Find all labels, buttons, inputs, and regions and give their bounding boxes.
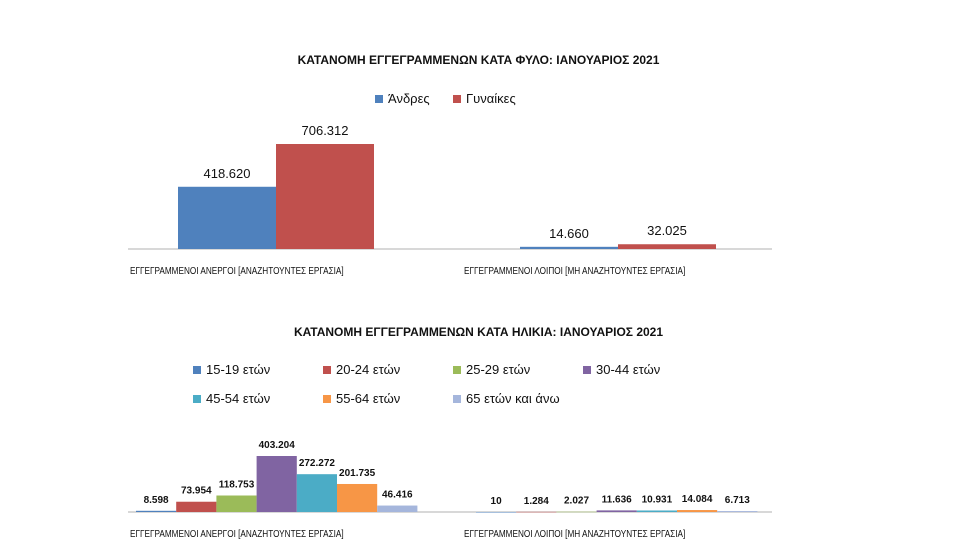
chart1-legend-gynaikes: Γυναίκες	[453, 91, 516, 106]
chart2-bar	[556, 511, 597, 513]
chart1-legend-andres: Άνδρες	[375, 91, 430, 106]
chart2-data-label: 10.931	[642, 494, 673, 505]
chart2-legend-item: 45-54 ετών	[193, 391, 270, 406]
chart2-legend-swatch	[193, 365, 201, 374]
chart2-legend-item: 25-29 ετών	[453, 362, 530, 377]
chart2-bar	[476, 511, 517, 513]
chart2-bar	[256, 456, 297, 512]
chart1-data-label: 14.660	[549, 226, 589, 241]
chart1-bar	[276, 144, 374, 249]
chart1-title: ΚΑΤΑΝΟΜΗ ΕΓΓΕΓΡΑΜΜΕΝΩΝ ΚΑΤΑ ΦΥΛΟ: ΙΑΝΟΥΑ…	[297, 53, 660, 67]
chart1-bar	[618, 244, 716, 249]
chart1-legend-swatch	[453, 94, 461, 103]
chart2-data-label: 403.204	[259, 440, 296, 451]
chart2-bar	[136, 510, 177, 512]
chart2-legend-swatch	[193, 394, 201, 403]
chart1-legend-swatch	[375, 94, 383, 103]
chart2-data-label: 10	[491, 496, 503, 507]
chart2-data-label: 1.284	[524, 496, 549, 507]
chart1-legend-label: Άνδρες	[388, 91, 430, 106]
chart2-legend-label: 30-44 ετών	[596, 362, 661, 377]
chart2-legend-swatch	[453, 394, 461, 403]
chart2-legend-item: 65 ετών και άνω	[453, 391, 560, 406]
chart2-legend-swatch	[323, 394, 331, 403]
chart1-data-label: 706.312	[302, 123, 349, 138]
chart2-data-label: 272.272	[299, 458, 336, 469]
chart2-category-label: ΕΓΓΕΓΡΑΜΜΕΝΟΙ ΛΟΙΠΟΙ [ΜΗ ΑΝΑΖΗΤΟΥΝΤΕΣ ΕΡ…	[464, 529, 686, 540]
chart2-legend-label: 45-54 ετών	[206, 391, 271, 406]
chart2-bar	[596, 510, 637, 512]
chart2-legend-label: 65 ετών και άνω	[466, 391, 560, 406]
chart2-data-label: 73.954	[181, 486, 212, 497]
chart1-data-label: 32.025	[647, 223, 687, 238]
chart1-legend-label: Γυναίκες	[466, 91, 516, 106]
chart1-category-label: ΕΓΓΕΓΡΑΜΜΕΝΟΙ ΑΝΕΡΓΟΙ [ΑΝΑΖΗΤΟΥΝΤΕΣ ΕΡΓΑ…	[130, 266, 344, 277]
chart2-bar	[636, 510, 677, 512]
chart2-bar	[677, 510, 718, 512]
chart2-data-label: 118.753	[219, 480, 255, 491]
chart2-bar	[337, 483, 378, 512]
chart2-legend-label: 15-19 ετών	[206, 362, 271, 377]
chart2-bar	[516, 511, 557, 513]
chart2-legend-label: 20-24 ετών	[336, 362, 401, 377]
chart2-legend-item: 30-44 ετών	[583, 362, 660, 377]
chart1-category-label: ΕΓΓΕΓΡΑΜΜΕΝΟΙ ΛΟΙΠΟΙ [ΜΗ ΑΝΑΖΗΤΟΥΝΤΕΣ ΕΡ…	[464, 266, 686, 277]
chart2-legend-item: 20-24 ετών	[323, 362, 400, 377]
chart2-data-label: 46.416	[382, 490, 413, 501]
chart2-bar	[717, 511, 758, 512]
chart1-data-label: 418.620	[204, 166, 251, 181]
chart2-category-label: ΕΓΓΕΓΡΑΜΜΕΝΟΙ ΑΝΕΡΓΟΙ [ΑΝΑΖΗΤΟΥΝΤΕΣ ΕΡΓΑ…	[130, 529, 344, 540]
chart2-legend-label: 55-64 ετών	[336, 391, 401, 406]
chart2-data-label: 6.713	[725, 495, 750, 506]
chart2-data-label: 2.027	[564, 496, 589, 507]
chart2-bar	[296, 474, 337, 512]
chart2-legend-label: 25-29 ετών	[466, 362, 531, 377]
chart2-data-label: 14.084	[682, 494, 713, 505]
chart2-bar	[377, 505, 418, 512]
chart2-legend-item: 55-64 ετών	[323, 391, 400, 406]
chart1-bar	[520, 246, 618, 249]
chart2-data-label: 201.735	[339, 468, 376, 479]
chart2-bar	[216, 495, 257, 512]
chart2-data-label: 11.636	[602, 494, 632, 505]
chart2-title: ΚΑΤΑΝΟΜΗ ΕΓΓΕΓΡΑΜΜΕΝΩΝ ΚΑΤΑ ΗΛΙΚΙΑ: ΙΑΝΟ…	[293, 325, 664, 339]
chart2-legend-swatch	[323, 365, 331, 374]
chart2-legend-item: 15-19 ετών	[193, 362, 270, 377]
chart2-bar	[176, 501, 217, 512]
chart2-legend-swatch	[453, 365, 461, 374]
chart2-data-label: 8.598	[144, 495, 169, 506]
chart1-bar	[178, 186, 276, 249]
chart2-legend-swatch	[583, 365, 591, 374]
